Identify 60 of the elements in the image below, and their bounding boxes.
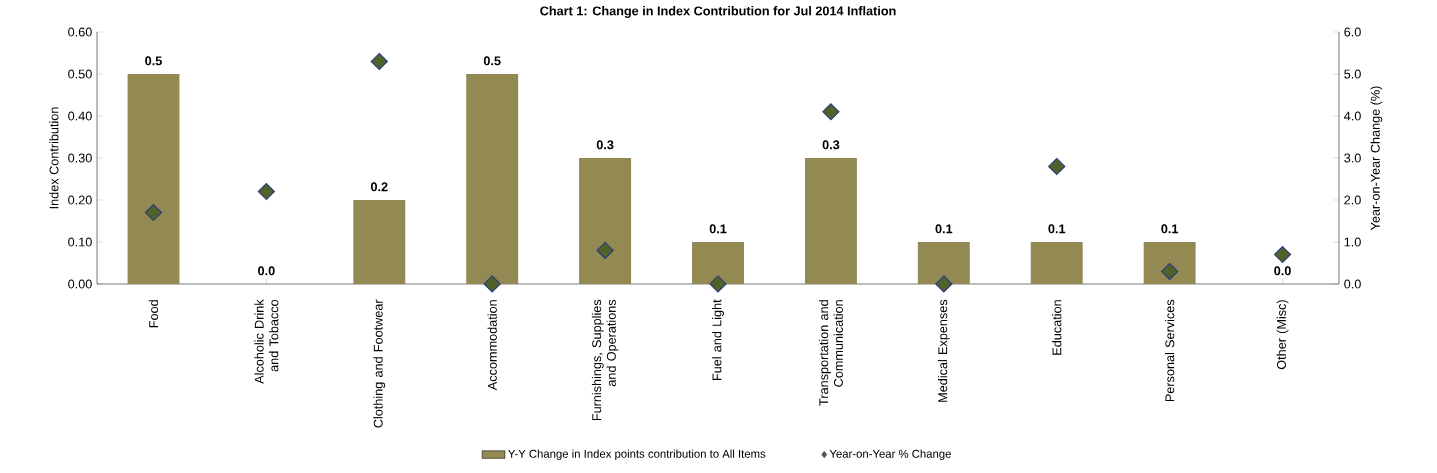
x-tick-label: Education [1052,300,1062,355]
y-tick-label: 0.50 [68,69,92,79]
x-tick-label: Food [148,300,159,328]
point [257,183,276,201]
bar [127,74,180,284]
bar [1030,241,1083,284]
bar [917,241,970,284]
x-tick-label: Alcoholic Drink and Tobacco [254,299,279,384]
point [1273,246,1292,264]
point [709,275,727,293]
data-label: 0.0 [258,266,275,276]
x-tick-label: Transportation and Communication [818,300,843,406]
y2-axis-title: Year-on-Year Change (%) [1370,86,1383,231]
data-label: 0.1 [935,224,953,234]
x-tick-label: Fuel and Light [712,299,724,381]
point [935,275,953,293]
y-tick-label: 0.10 [68,237,92,247]
y2-tick-label: 0.0 [1344,279,1361,289]
x-tick-label: Furnishings, Supplies and Operations [591,299,619,421]
y-tick-label: 0.00 [68,279,92,289]
bar [579,157,632,284]
point [822,103,840,121]
data-label: 0.0 [1274,266,1291,276]
y-tick-label: 0.20 [68,195,92,205]
bar [692,241,744,284]
data-label: 0.5 [145,56,162,66]
x-tick-label: Clothing and Footwear [373,299,386,428]
point [370,52,388,70]
data-label: 0.1 [1161,224,1179,234]
x-tick-label: Accommodation [487,300,497,391]
y2-tick-label: 2.0 [1344,195,1361,205]
y2-tick-label: 5.0 [1344,69,1361,79]
y-axis-title: Index Contribution [49,107,59,209]
legend-label: Y-Y Change in Index points contribution to All Items [508,449,766,461]
legend-label: Year-on-Year % Change [829,449,951,461]
bar [353,199,406,284]
point [596,241,614,259]
x-tick-label: Personal Services [1164,299,1175,402]
point [144,204,163,222]
chart-title: Chart 1: Change in Index Contribution for Jul 2014 Inflation [540,6,896,18]
y-tick-label: 0.40 [68,111,92,121]
data-label: 0.1 [709,224,727,234]
y2-tick-label: 3.0 [1344,153,1361,163]
y-tick-label: 0.60 [68,27,92,37]
data-label: 0.1 [1048,224,1066,234]
bar [1143,241,1196,284]
data-label: 0.3 [596,140,614,150]
point [483,275,501,293]
y-tick-label: 0.30 [68,153,92,163]
y2-tick-label: 1.0 [1344,237,1361,247]
bar [804,157,857,284]
bar [466,74,519,284]
data-label: 0.2 [370,182,388,192]
y2-tick-label: 6.0 [1344,27,1361,37]
x-tick-label: Other (Misc) [1276,300,1289,370]
y2-tick-label: 4.0 [1344,111,1361,121]
data-label: 0.3 [822,140,840,150]
data-label: 0.5 [483,56,501,66]
x-tick-label: Medical Expenses [937,299,950,402]
point [1048,157,1066,175]
